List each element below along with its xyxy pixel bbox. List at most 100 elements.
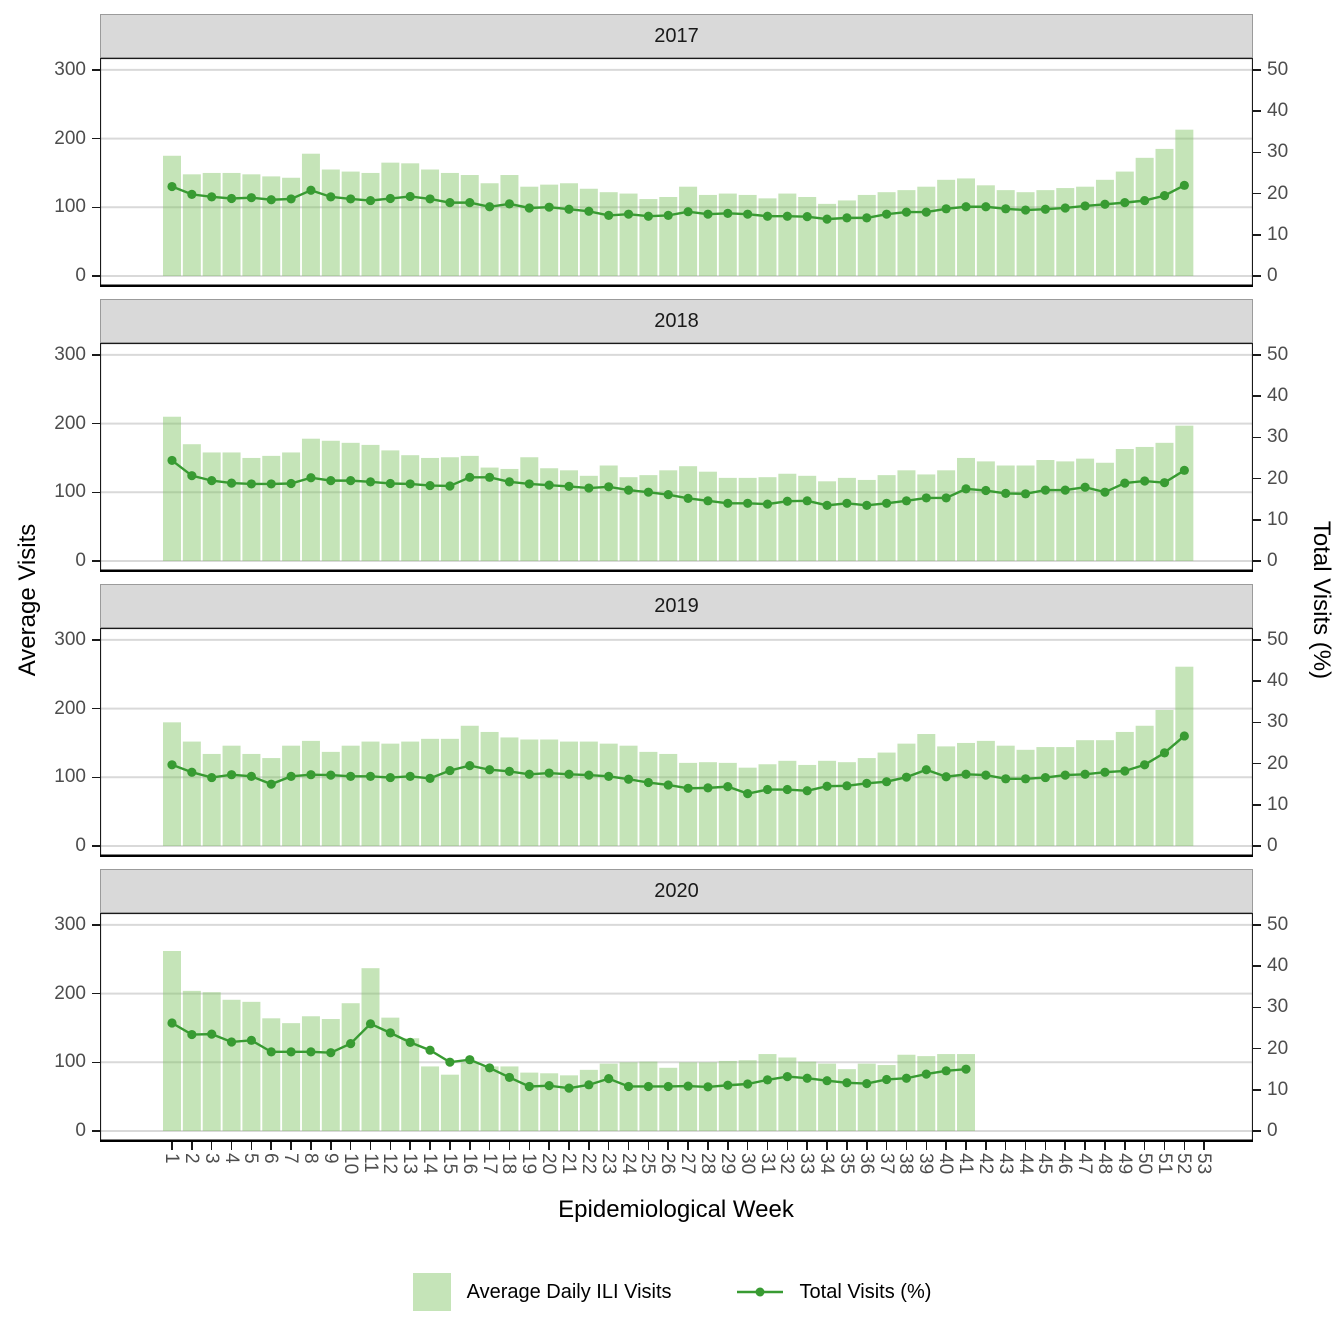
total-visits-point-week-8 xyxy=(306,473,316,483)
x-tick-30 xyxy=(746,1142,749,1150)
total-visits-point-week-33 xyxy=(802,212,812,222)
right-tick-2018-40 xyxy=(1253,395,1261,397)
legend-item-line: Total Visits (%) xyxy=(736,1281,931,1304)
total-visits-point-week-18 xyxy=(504,199,515,209)
bar-week-31 xyxy=(758,764,777,846)
total-visits-point-week-13 xyxy=(405,771,415,781)
bar-week-10 xyxy=(341,745,360,846)
total-visits-point-week-42 xyxy=(981,770,991,780)
bar-week-42 xyxy=(976,185,995,276)
bar-week-15 xyxy=(440,738,459,846)
bar-week-22 xyxy=(579,188,598,276)
bar-week-19 xyxy=(520,457,539,561)
total-visits-point-week-19 xyxy=(524,1081,534,1092)
left-tick-label: 300 xyxy=(54,913,86,935)
total-visits-point-week-12 xyxy=(385,193,395,204)
right-tick-2019-10 xyxy=(1253,804,1261,806)
left-tick-2020-300 xyxy=(92,924,100,926)
total-visits-point-week-24 xyxy=(623,774,634,784)
total-visits-point-week-18 xyxy=(504,766,515,776)
bar-week-33 xyxy=(798,196,817,276)
line-series-key-icon xyxy=(736,1287,783,1297)
total-visits-point-week-36 xyxy=(862,500,872,510)
facet-strip-2017: 2017 xyxy=(100,14,1253,58)
left-tick-label: 0 xyxy=(75,265,86,286)
bar-week-36 xyxy=(857,194,876,276)
bar-week-8 xyxy=(301,438,320,561)
total-visits-point-week-5 xyxy=(246,1035,256,1045)
right-tick-label: 10 xyxy=(1267,223,1289,245)
right-tick-label: 40 xyxy=(1267,955,1289,977)
total-visits-point-week-34 xyxy=(822,781,832,791)
bar-week-12 xyxy=(381,743,400,846)
x-tick-34 xyxy=(826,1142,828,1150)
x-tick-46 xyxy=(1064,1142,1067,1150)
x-tick-label-40: 40 xyxy=(935,1153,957,1175)
bar-week-7 xyxy=(282,1023,301,1131)
bar-week-47 xyxy=(1076,740,1095,846)
bar-week-39 xyxy=(917,186,936,276)
left-tick-2020-0 xyxy=(92,1130,100,1132)
left-tick-label: 200 xyxy=(54,412,86,434)
bar-week-14 xyxy=(421,457,440,561)
x-tick-10 xyxy=(349,1142,352,1150)
bar-week-40 xyxy=(937,1054,956,1131)
x-tick-label-23: 23 xyxy=(597,1153,619,1175)
total-visits-point-week-33 xyxy=(802,1073,812,1083)
total-visits-point-week-38 xyxy=(901,496,912,506)
bar-week-39 xyxy=(917,1056,936,1131)
total-visits-point-week-28 xyxy=(703,496,713,506)
x-tick-label-48: 48 xyxy=(1093,1153,1115,1175)
total-visits-point-week-44 xyxy=(1020,205,1031,215)
left-tick-label: 0 xyxy=(75,1120,86,1141)
right-tick-2019-0 xyxy=(1253,845,1261,847)
total-visits-point-week-42 xyxy=(981,202,991,212)
total-visits-point-week-46 xyxy=(1060,770,1070,780)
left-tick-label: 100 xyxy=(54,766,86,788)
total-visits-point-week-16 xyxy=(465,198,475,208)
left-tick-label: 100 xyxy=(54,481,86,503)
bar-week-46 xyxy=(1056,188,1075,276)
right-tick-label: 40 xyxy=(1267,670,1289,692)
bar-week-23 xyxy=(599,465,618,561)
bar-week-14 xyxy=(421,169,440,276)
bar-week-38 xyxy=(897,1054,916,1131)
total-visits-point-week-3 xyxy=(207,772,217,783)
x-tick-label-19: 19 xyxy=(518,1153,540,1175)
total-visits-point-week-48 xyxy=(1100,199,1110,209)
bar-week-44 xyxy=(1016,465,1035,561)
total-visits-point-week-28 xyxy=(703,209,713,219)
total-visits-point-week-29 xyxy=(723,208,733,218)
bar-week-21 xyxy=(560,470,578,561)
bar-week-39 xyxy=(917,474,936,561)
x-tick-49 xyxy=(1124,1142,1126,1150)
bar-week-13 xyxy=(401,163,420,276)
right-tick-label: 50 xyxy=(1267,628,1289,650)
total-visits-point-week-24 xyxy=(623,485,634,495)
x-tick-label-15: 15 xyxy=(438,1153,460,1175)
x-tick-label-6: 6 xyxy=(260,1153,282,1164)
total-visits-point-week-44 xyxy=(1020,489,1031,499)
bar-week-52 xyxy=(1175,129,1194,276)
right-tick-2020-10 xyxy=(1253,1089,1261,1091)
left-tick-2018-0 xyxy=(92,560,100,562)
total-visits-point-week-37 xyxy=(882,777,892,787)
total-visits-point-week-15 xyxy=(445,198,455,208)
bar-week-48 xyxy=(1095,179,1114,276)
total-visits-point-week-19 xyxy=(524,203,534,213)
bar-week-34 xyxy=(818,1063,837,1131)
total-visits-point-week-40 xyxy=(941,493,951,503)
total-visits-point-week-27 xyxy=(683,783,693,793)
x-tick-19 xyxy=(528,1142,531,1150)
bar-week-26 xyxy=(659,470,678,561)
bar-week-5 xyxy=(242,753,261,846)
bar-week-41 xyxy=(957,1054,975,1131)
x-tick-2 xyxy=(191,1142,193,1150)
x-tick-label-1: 1 xyxy=(161,1153,182,1164)
x-tick-44 xyxy=(1024,1142,1027,1150)
bar-week-38 xyxy=(897,743,916,846)
total-visits-point-week-31 xyxy=(762,211,773,221)
total-visits-point-week-39 xyxy=(921,1069,931,1079)
total-visits-point-week-24 xyxy=(623,1081,634,1092)
total-visits-point-week-21 xyxy=(564,769,574,779)
